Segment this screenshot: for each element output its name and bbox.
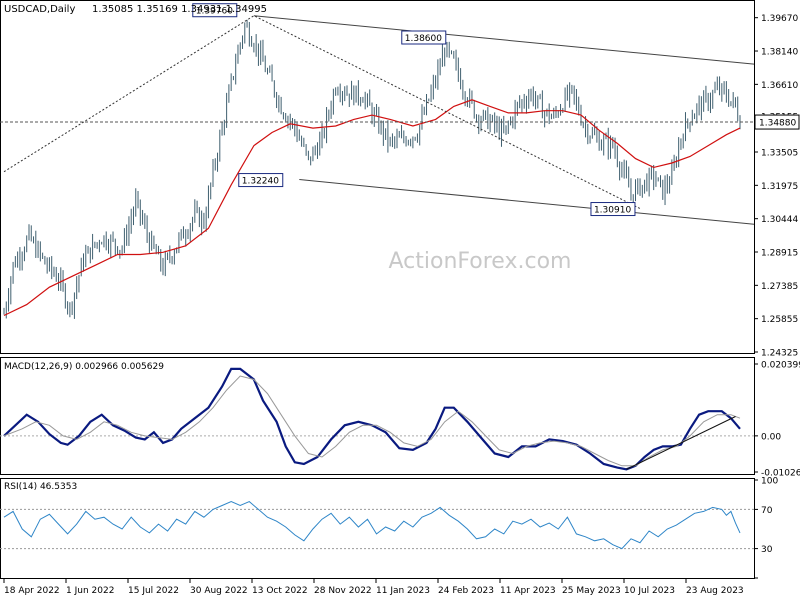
watermark: ActionForex.com — [389, 249, 572, 274]
macd-plot — [0, 367, 754, 471]
axes: 1.396701.381401.366101.351551.335051.319… — [3, 14, 800, 596]
x-tick-label: 25 May 2023 — [562, 586, 621, 596]
rsi-title: RSI(14) 46.5353 — [4, 482, 77, 492]
rsi-plot — [0, 501, 754, 550]
y-tick-label: 1.24325 — [761, 349, 798, 359]
macd-trendline-line — [626, 416, 736, 470]
y-tick-label: 1.38140 — [761, 48, 798, 58]
x-tick-label: 13 Oct 2022 — [252, 586, 308, 596]
y-tick-label: 1.30444 — [761, 215, 798, 225]
x-tick-label: 11 Apr 2023 — [500, 586, 556, 596]
rsi-tick-label: 70 — [761, 506, 773, 516]
x-tick-label: 10 Jul 2023 — [624, 586, 675, 596]
annotation-box — [192, 3, 238, 18]
current-price-label: 1.34880 — [759, 119, 796, 129]
macd-panel-frame — [0, 357, 755, 475]
channel-lower-line — [299, 179, 755, 225]
x-tick-label: 28 Nov 2022 — [314, 586, 372, 596]
y-tick-label: 1.28915 — [761, 249, 798, 259]
macd-tick-label: -0.01026 — [761, 469, 800, 479]
rsi-tick-label: 30 — [761, 545, 773, 555]
y-tick-label: 1.25855 — [761, 315, 798, 325]
y-tick-label: 1.31975 — [761, 182, 798, 192]
x-tick-label: 15 Jul 2022 — [128, 586, 179, 596]
y-tick-label: 1.36610 — [761, 81, 798, 91]
rsi-line — [3, 501, 741, 550]
current-price-box — [754, 114, 800, 130]
rsi-tick-label: 100 — [761, 477, 778, 487]
annotation-label: 1.30910 — [594, 206, 631, 216]
x-tick-label: 11 Jan 2023 — [376, 586, 430, 596]
macd-signal-line — [3, 375, 741, 467]
x-tick-label: 30 Aug 2022 — [190, 586, 248, 596]
macd-tick-label: 0.020399 — [761, 361, 800, 371]
y-tick-label: 1.27385 — [761, 282, 798, 292]
annotation-label: 1.39760 — [196, 7, 233, 17]
macd-title: MACD(12,26,9) 0.002966 0.005629 — [4, 362, 164, 372]
annotation-box — [590, 202, 636, 217]
x-tick-label: 1 Jun 2022 — [66, 586, 114, 596]
x-tick-label: 24 Feb 2023 — [438, 586, 494, 596]
annotation-label: 1.32240 — [242, 177, 279, 187]
x-tick-label: 18 Apr 2022 — [4, 586, 60, 596]
price-plot: 1.39760 1.38600 1.32240 1.30910 — [0, 3, 755, 319]
annotation-box — [401, 30, 447, 45]
annotation-box — [238, 173, 284, 188]
channel-upper-line — [253, 15, 755, 65]
y-tick-label: 1.39670 — [761, 14, 798, 24]
rsi-panel-frame — [0, 478, 755, 579]
symbol-label: USDCAD,Daily — [4, 4, 75, 15]
macd-tick-label: 0.00 — [761, 432, 781, 442]
x-tick-label: 23 Aug 2023 — [686, 586, 744, 596]
moving-average-line — [3, 99, 741, 317]
ohlc-readout: 1.35085 1.35169 1.34931 1.34995 — [92, 4, 267, 15]
y-tick-label: 1.33505 — [761, 149, 798, 159]
annotation-label: 1.38600 — [405, 34, 442, 44]
